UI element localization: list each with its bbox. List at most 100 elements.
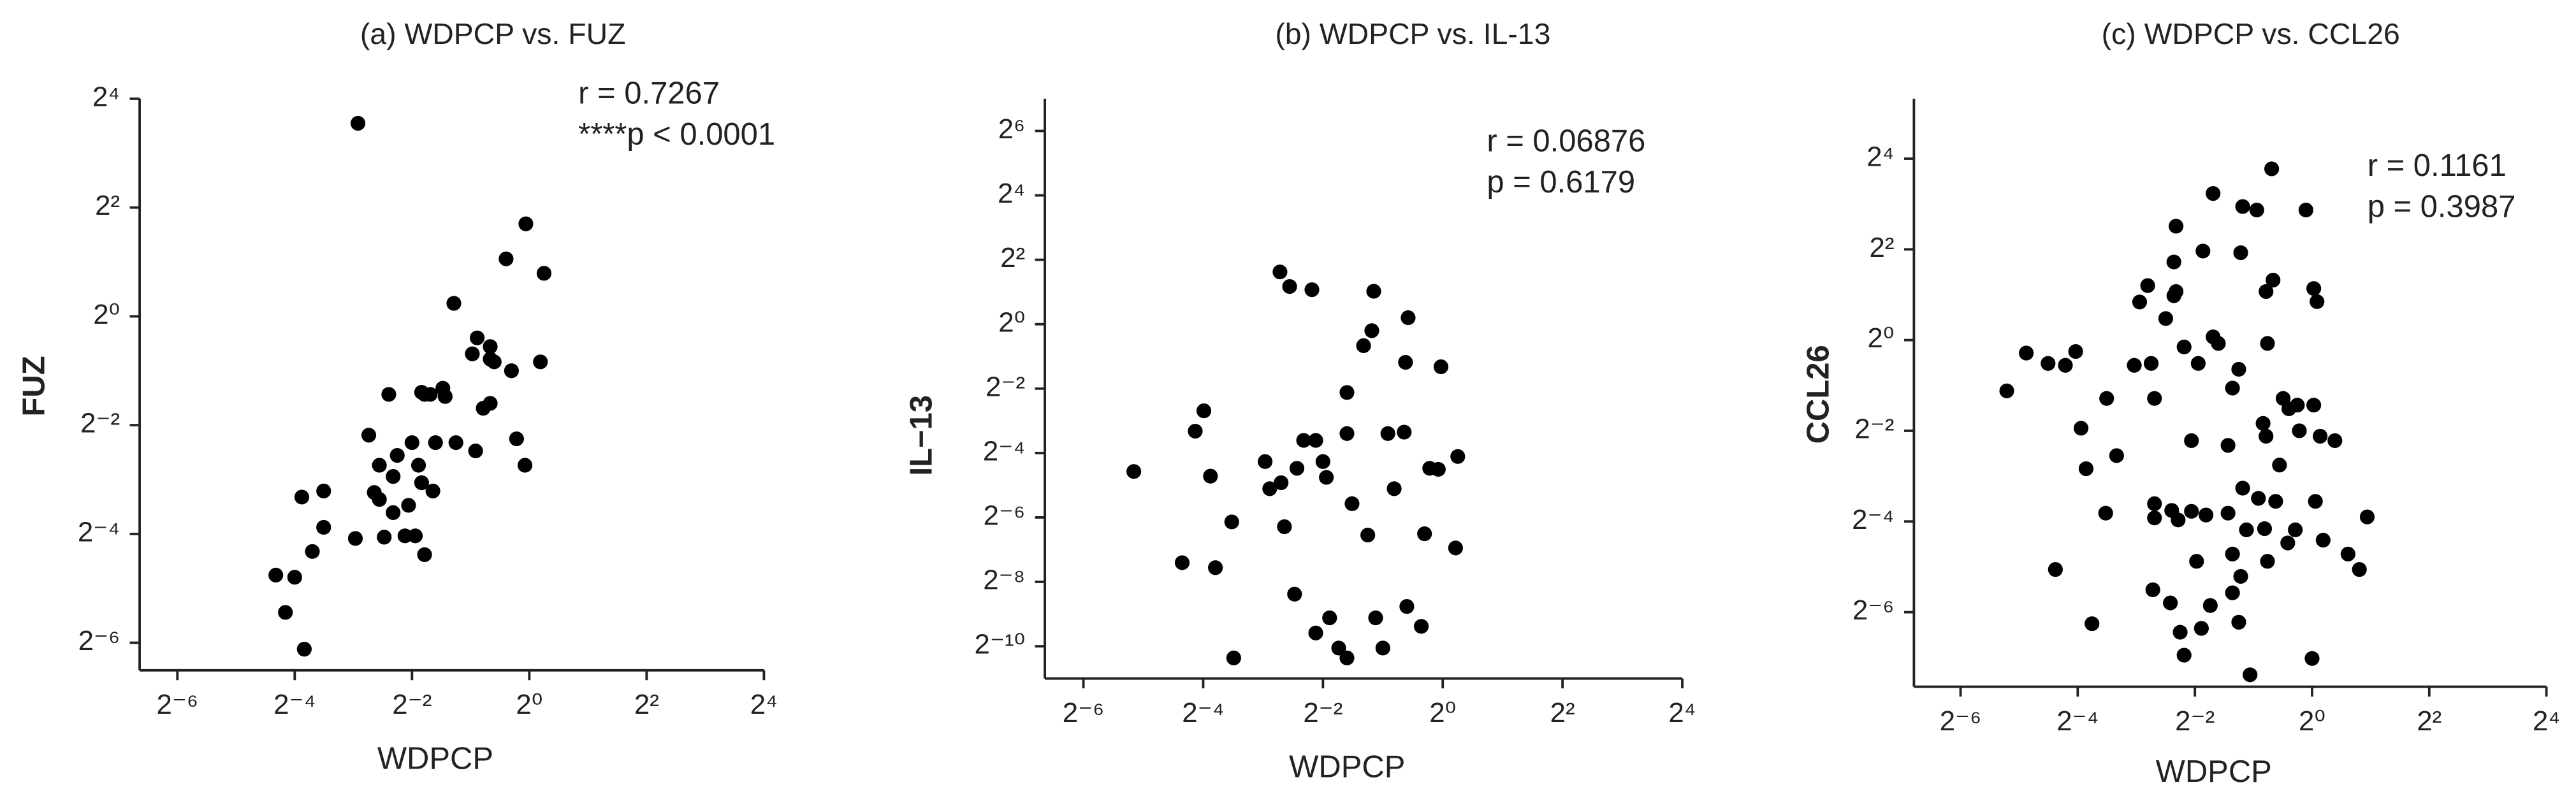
- data-point: [1339, 426, 1355, 441]
- data-point: [2225, 546, 2240, 561]
- x-tick-label: 2⁻²: [2175, 705, 2215, 737]
- y-tick-label: 2⁻⁴: [78, 516, 120, 547]
- y-axis-label: CCL26: [1801, 345, 1835, 444]
- y-tick-label: 2⁰: [93, 299, 120, 330]
- data-point: [1272, 264, 1288, 280]
- x-tick-label: 2⁰: [1429, 697, 1456, 728]
- data-point: [389, 448, 405, 463]
- data-point: [2048, 562, 2063, 577]
- data-point: [483, 351, 498, 367]
- data-point: [417, 387, 432, 402]
- data-point: [2235, 481, 2250, 496]
- data-point: [2176, 339, 2192, 355]
- data-point: [2231, 614, 2246, 630]
- annotation: p = 0.6179: [1487, 165, 1635, 199]
- data-point: [1315, 454, 1330, 469]
- data-point: [414, 475, 429, 491]
- y-tick-label: 2⁻⁶: [1852, 595, 1895, 626]
- data-point: [1999, 383, 2014, 398]
- y-tick-label: 2⁻²: [1854, 414, 1894, 445]
- x-tick-label: 2⁻⁶: [1940, 705, 1982, 737]
- y-tick-label: 2⁻⁴: [983, 435, 1025, 466]
- data-point: [2308, 494, 2323, 509]
- data-point: [411, 458, 426, 473]
- data-point: [2085, 616, 2100, 632]
- data-point: [483, 339, 498, 354]
- data-point: [2352, 562, 2367, 577]
- data-point: [465, 346, 480, 361]
- data-point: [1448, 540, 1463, 556]
- chart-title: (b) WDPCP vs. IL-13: [1275, 17, 1550, 50]
- data-point: [2264, 161, 2280, 177]
- data-point: [476, 401, 491, 416]
- data-point: [1450, 449, 1466, 464]
- x-tick-label: 2⁻²: [1303, 697, 1343, 728]
- data-point: [2143, 356, 2159, 371]
- data-point: [2168, 219, 2184, 234]
- x-axis-label: WDPCP: [1289, 749, 1405, 784]
- data-point: [2359, 509, 2375, 524]
- data-point: [536, 266, 552, 281]
- data-point: [1430, 461, 1446, 477]
- data-point: [1366, 284, 1381, 299]
- y-tick-label: 2⁰: [998, 307, 1025, 338]
- data-point: [468, 443, 483, 459]
- x-tick-label: 2⁻⁴: [273, 689, 316, 720]
- data-point: [2313, 428, 2328, 444]
- y-tick-label: 2⁻⁸: [983, 565, 1025, 596]
- data-point: [2288, 522, 2303, 537]
- data-point: [2225, 585, 2240, 600]
- data-point: [2298, 202, 2313, 218]
- data-point: [1174, 555, 1190, 570]
- y-tick-label: 2⁻⁶: [984, 500, 1026, 532]
- x-tick-label: 2⁰: [2299, 705, 2325, 737]
- data-point: [2220, 438, 2236, 453]
- data-point: [1375, 640, 1390, 656]
- chart-title: (c) WDPCP vs. CCL26: [2102, 17, 2400, 50]
- data-point: [1208, 560, 1223, 575]
- x-tick-label: 2⁻⁶: [157, 689, 199, 720]
- data-point: [294, 489, 310, 505]
- data-point: [417, 547, 432, 562]
- data-point: [1401, 310, 1416, 326]
- data-point: [1339, 650, 1355, 665]
- data-point: [2310, 294, 2325, 309]
- chart-panel: (c) WDPCP vs. CCL26 WDPCP CCL26 2⁻⁶ 2⁻⁴ 2⁻² 2⁰…: [1801, 17, 2560, 789]
- data-point: [2176, 647, 2192, 663]
- data-point: [1188, 423, 1203, 439]
- x-axis-label: WDPCP: [377, 741, 493, 776]
- data-point: [2166, 288, 2181, 303]
- y-tick-label: 2²: [1870, 232, 1895, 263]
- data-point: [2184, 503, 2199, 519]
- data-point: [1398, 354, 1413, 370]
- data-point: [2272, 458, 2287, 473]
- data-point: [2019, 345, 2034, 361]
- data-point: [381, 387, 397, 402]
- data-point: [2257, 521, 2273, 537]
- data-point: [2206, 186, 2221, 201]
- data-point: [2132, 294, 2148, 310]
- data-point: [1380, 426, 1395, 441]
- data-point: [2268, 494, 2283, 509]
- data-point: [316, 519, 331, 535]
- data-point: [2172, 625, 2188, 640]
- data-point: [350, 115, 366, 131]
- data-point: [305, 544, 320, 559]
- data-point: [2140, 278, 2155, 293]
- data-point: [1356, 338, 1371, 353]
- y-tick-label: 2²: [95, 190, 120, 221]
- annotation: r = 0.1161: [2368, 148, 2507, 183]
- data-point: [1304, 282, 1320, 298]
- data-point: [1224, 514, 1239, 530]
- data-point: [2251, 491, 2266, 506]
- data-point: [1308, 625, 1323, 640]
- data-point: [2147, 496, 2162, 511]
- data-point: [1308, 433, 1323, 448]
- data-point: [2315, 532, 2331, 548]
- data-point: [2109, 448, 2124, 463]
- data-point: [504, 363, 519, 379]
- x-tick-label: 2⁴: [1668, 697, 1696, 728]
- data-point: [2220, 505, 2236, 521]
